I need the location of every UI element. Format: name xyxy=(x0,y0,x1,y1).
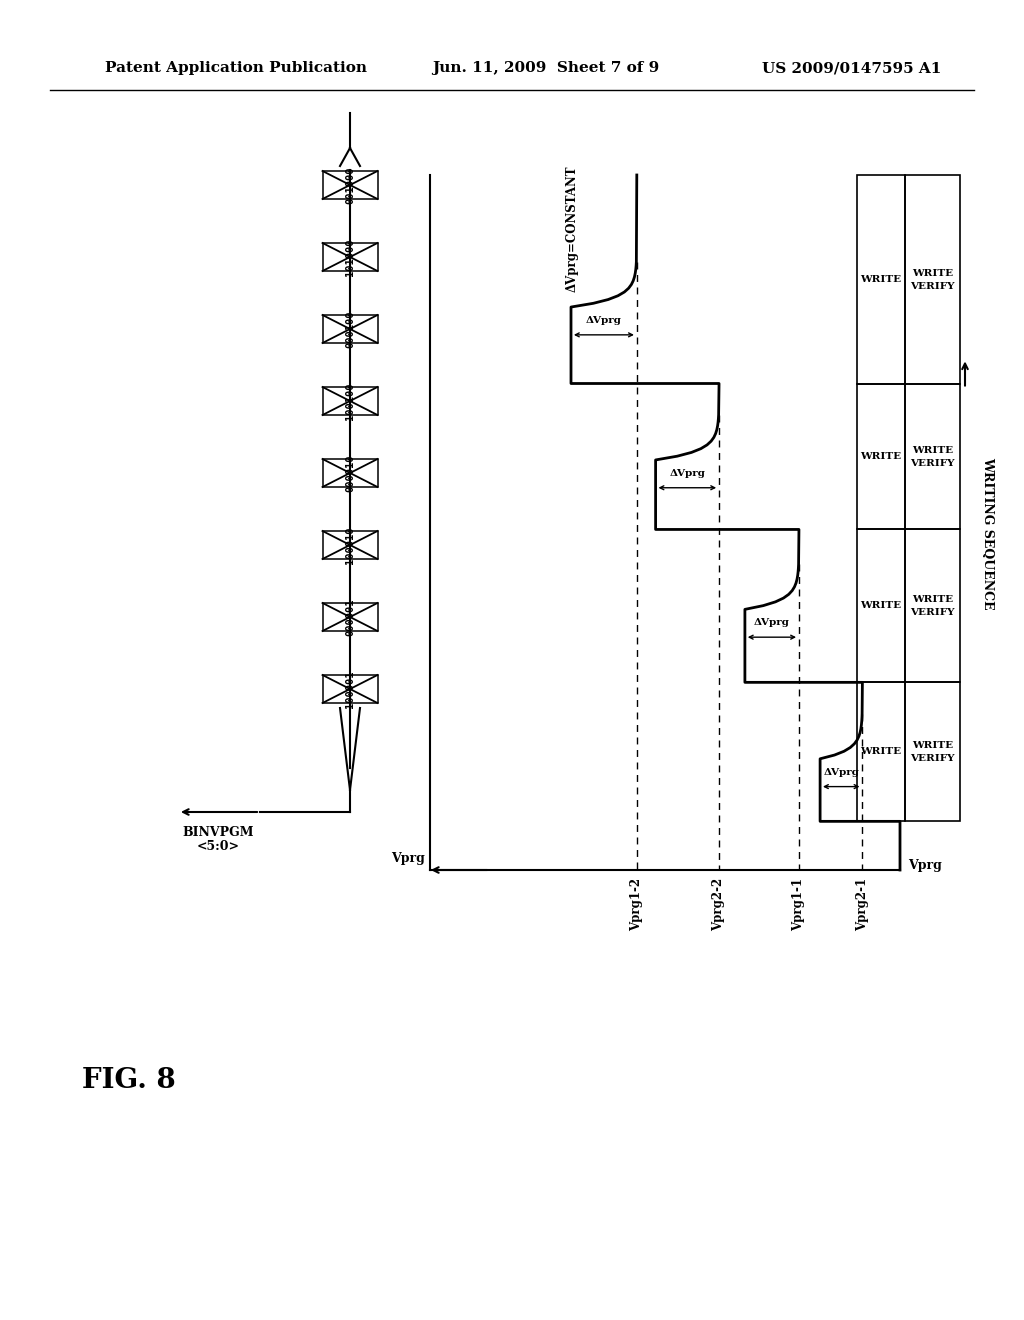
Text: WRITE: WRITE xyxy=(912,742,953,750)
Text: FIG. 8: FIG. 8 xyxy=(82,1067,176,1093)
Text: ΔVprg=CONSTANT: ΔVprg=CONSTANT xyxy=(566,165,579,292)
Bar xyxy=(323,243,378,271)
Bar xyxy=(905,529,961,682)
Text: 100010: 100010 xyxy=(345,527,355,564)
Text: ΔVprg: ΔVprg xyxy=(754,618,790,627)
Text: 101000: 101000 xyxy=(345,238,355,276)
Text: Vprg: Vprg xyxy=(391,851,425,865)
Text: 100100: 100100 xyxy=(345,383,355,420)
Bar xyxy=(323,675,378,704)
Text: 001000: 001000 xyxy=(345,166,355,203)
Bar xyxy=(323,459,378,487)
Text: VERIFY: VERIFY xyxy=(910,459,954,469)
Text: WRITE: WRITE xyxy=(860,747,901,756)
Text: Vprg1-2: Vprg1-2 xyxy=(631,878,643,931)
Bar xyxy=(857,384,905,529)
Text: 000010: 000010 xyxy=(345,454,355,492)
Text: ΔVprg: ΔVprg xyxy=(823,768,859,776)
Text: Jun. 11, 2009  Sheet 7 of 9: Jun. 11, 2009 Sheet 7 of 9 xyxy=(432,61,659,75)
Text: <5:0>: <5:0> xyxy=(197,840,240,853)
Text: WRITE: WRITE xyxy=(860,602,901,610)
Text: Patent Application Publication: Patent Application Publication xyxy=(105,61,367,75)
Text: WRITE: WRITE xyxy=(912,446,953,455)
Text: Vprg2-2: Vprg2-2 xyxy=(713,878,726,931)
Text: VERIFY: VERIFY xyxy=(910,609,954,618)
Text: VERIFY: VERIFY xyxy=(910,754,954,763)
Text: WRITE: WRITE xyxy=(912,595,953,605)
Bar xyxy=(905,384,961,529)
Text: WRITE: WRITE xyxy=(912,269,953,277)
Text: Vprg1-1: Vprg1-1 xyxy=(793,878,806,931)
Bar xyxy=(323,531,378,558)
Text: BINVPGM: BINVPGM xyxy=(182,825,254,838)
Text: ΔVprg: ΔVprg xyxy=(670,469,706,478)
Text: VERIFY: VERIFY xyxy=(910,281,954,290)
Text: WRITE: WRITE xyxy=(860,451,901,461)
Text: WRITE: WRITE xyxy=(860,275,901,284)
Text: 000100: 000100 xyxy=(345,310,355,347)
Bar xyxy=(905,682,961,821)
Bar xyxy=(323,387,378,414)
Bar xyxy=(857,529,905,682)
Bar xyxy=(323,315,378,343)
Bar xyxy=(905,176,961,384)
Bar xyxy=(857,176,905,384)
Text: US 2009/0147595 A1: US 2009/0147595 A1 xyxy=(762,61,941,75)
Text: Vprg2-1: Vprg2-1 xyxy=(856,878,869,931)
Bar xyxy=(323,172,378,199)
Text: Vprg: Vprg xyxy=(908,858,942,871)
Bar xyxy=(857,682,905,821)
Text: WRITING SEQUENCE: WRITING SEQUENCE xyxy=(981,457,994,610)
Text: ΔVprg: ΔVprg xyxy=(586,315,622,325)
Bar xyxy=(323,603,378,631)
Text: 100001: 100001 xyxy=(345,671,355,708)
Text: 000001: 000001 xyxy=(345,598,355,636)
